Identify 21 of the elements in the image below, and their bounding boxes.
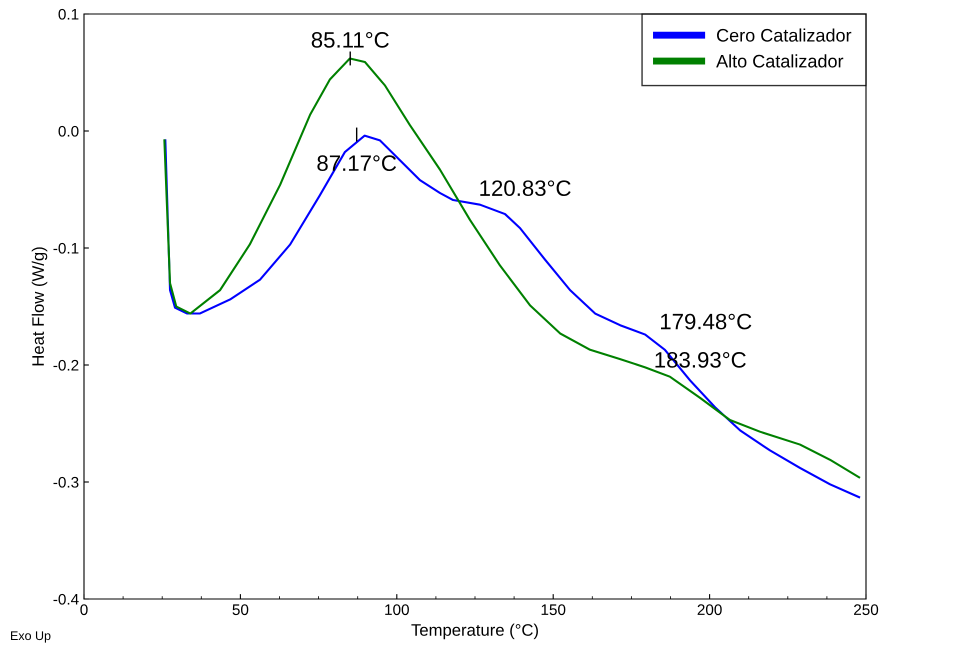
x-axis-title: Temperature (°C) — [411, 624, 538, 640]
y-tick-label: -0.3 — [53, 476, 78, 488]
annotation: 179.48°C — [660, 314, 752, 330]
text: Exo Up — [11, 631, 50, 643]
y-tick-label: -0.1 — [53, 242, 78, 254]
annotation: 120.83°C — [480, 180, 571, 196]
x-tick-label: 200 — [698, 604, 722, 616]
y-tick-label: -0.4 — [53, 594, 79, 605]
y-tick-label: -0.2 — [53, 360, 78, 371]
legend-label: Alto Catalizador — [716, 54, 844, 68]
x-tick-label: 150 — [542, 604, 566, 616]
annotation: 85.11°C — [312, 32, 389, 48]
y-tick-label: 0.0 — [58, 126, 79, 137]
x-tick-label: 250 — [854, 604, 878, 616]
x-tick-label: 0 — [80, 604, 88, 616]
legend-label: Cero Catalizador — [717, 28, 852, 42]
x-tick-label: 100 — [385, 604, 409, 616]
line-series — [164, 134, 860, 498]
y-axis-title: Heat Flow (W/g) — [32, 247, 48, 366]
x-tick-label: 50 — [232, 604, 248, 616]
y-tick-label: 0.1 — [58, 8, 78, 20]
